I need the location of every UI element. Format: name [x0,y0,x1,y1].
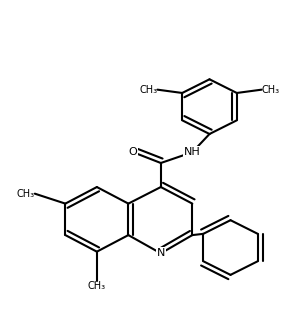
Text: N: N [156,248,165,258]
Text: CH₃: CH₃ [17,189,35,199]
Text: NH: NH [184,147,201,157]
Text: CH₃: CH₃ [261,85,280,95]
Text: O: O [129,147,138,157]
Text: CH₃: CH₃ [139,85,157,95]
Text: CH₃: CH₃ [88,281,106,291]
